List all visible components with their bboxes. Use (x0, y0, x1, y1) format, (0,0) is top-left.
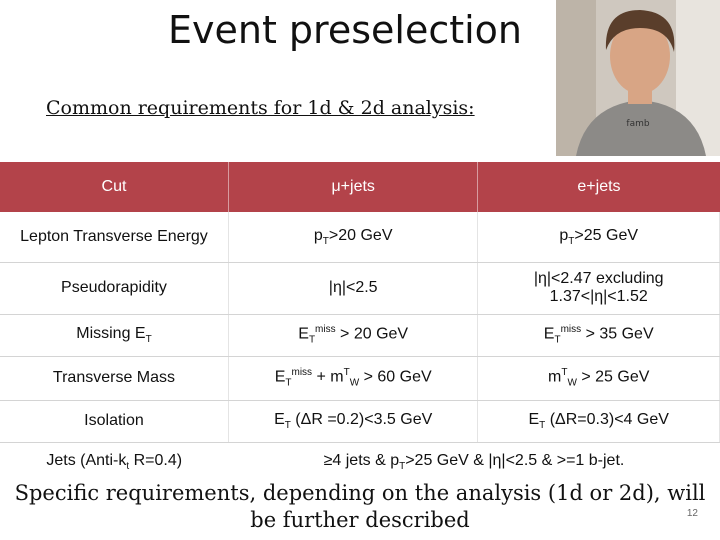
table-row: Isolation ET (ΔR =0.2)<3.5 GeV ET (ΔR=0.… (0, 400, 720, 443)
e-jets-value: ET (ΔR=0.3)<4 GeV (477, 400, 720, 443)
cut-name: Transverse Mass (0, 356, 229, 401)
table-row: Pseudorapidity |η|<2.5 |η|<2.47 excludin… (0, 262, 720, 315)
presenter-photo: famb (556, 0, 720, 156)
column-header-mu-jets: μ+jets (228, 162, 479, 212)
cut-name: Jets (Anti-kt R=0.4) (46, 452, 183, 473)
svg-text:famb: famb (626, 119, 649, 129)
page-number: 12 (686, 508, 698, 519)
mu-jets-value: ETmiss + mTW > 60 GeV (228, 356, 479, 401)
mu-jets-value: |η|<2.5 (228, 262, 479, 315)
column-header-cut: Cut (0, 162, 229, 212)
e-jets-value: ETmiss > 35 GeV (477, 314, 720, 357)
jets-requirement: ≥4 jets & pT>25 GeV & |η|<2.5 & >=1 b-je… (323, 452, 625, 473)
mu-jets-value: ETmiss > 20 GeV (228, 314, 479, 357)
cut-name: Isolation (0, 400, 229, 443)
slide-title: Event preselection (167, 8, 523, 52)
mu-jets-value: ET (ΔR =0.2)<3.5 GeV (228, 400, 479, 443)
e-jets-value: |η|<2.47 excluding 1.37<|η|<1.52 (477, 262, 720, 315)
e-jets-value: pT>25 GeV (477, 212, 720, 263)
table-row: Transverse Mass ETmiss + mTW > 60 GeV mT… (0, 356, 720, 401)
slide-subtitle: Common requirements for 1d & 2d analysis… (46, 97, 475, 119)
cut-name: Pseudorapidity (0, 262, 229, 315)
mu-jets-value: pT>20 GeV (228, 212, 479, 263)
table-row: Lepton Transverse Energy pT>20 GeV pT>25… (0, 212, 720, 263)
table-row: Missing ET ETmiss > 20 GeV ETmiss > 35 G… (0, 314, 720, 357)
cut-name: Lepton Transverse Energy (0, 212, 229, 263)
table-row: Jets (Anti-kt R=0.4) ≥4 jets & pT>25 GeV… (0, 442, 720, 482)
column-header-e-jets: e+jets (477, 162, 720, 212)
e-jets-value: mTW > 25 GeV (477, 356, 720, 401)
footnote: Specific requirements, depending on the … (0, 480, 720, 534)
cut-name: Missing ET (0, 314, 229, 357)
cuts-table: Cut μ+jets e+jets Lepton Transverse Ener… (0, 162, 720, 482)
table-header-row: Cut μ+jets e+jets (0, 162, 720, 212)
